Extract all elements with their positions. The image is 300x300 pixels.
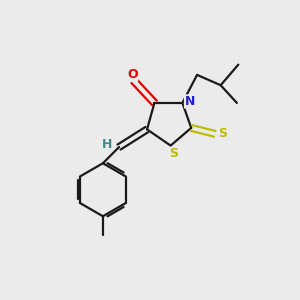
- Text: N: N: [184, 95, 195, 108]
- Text: S: S: [169, 147, 178, 160]
- Text: H: H: [101, 138, 112, 151]
- Text: S: S: [218, 127, 226, 140]
- Text: O: O: [127, 68, 138, 81]
